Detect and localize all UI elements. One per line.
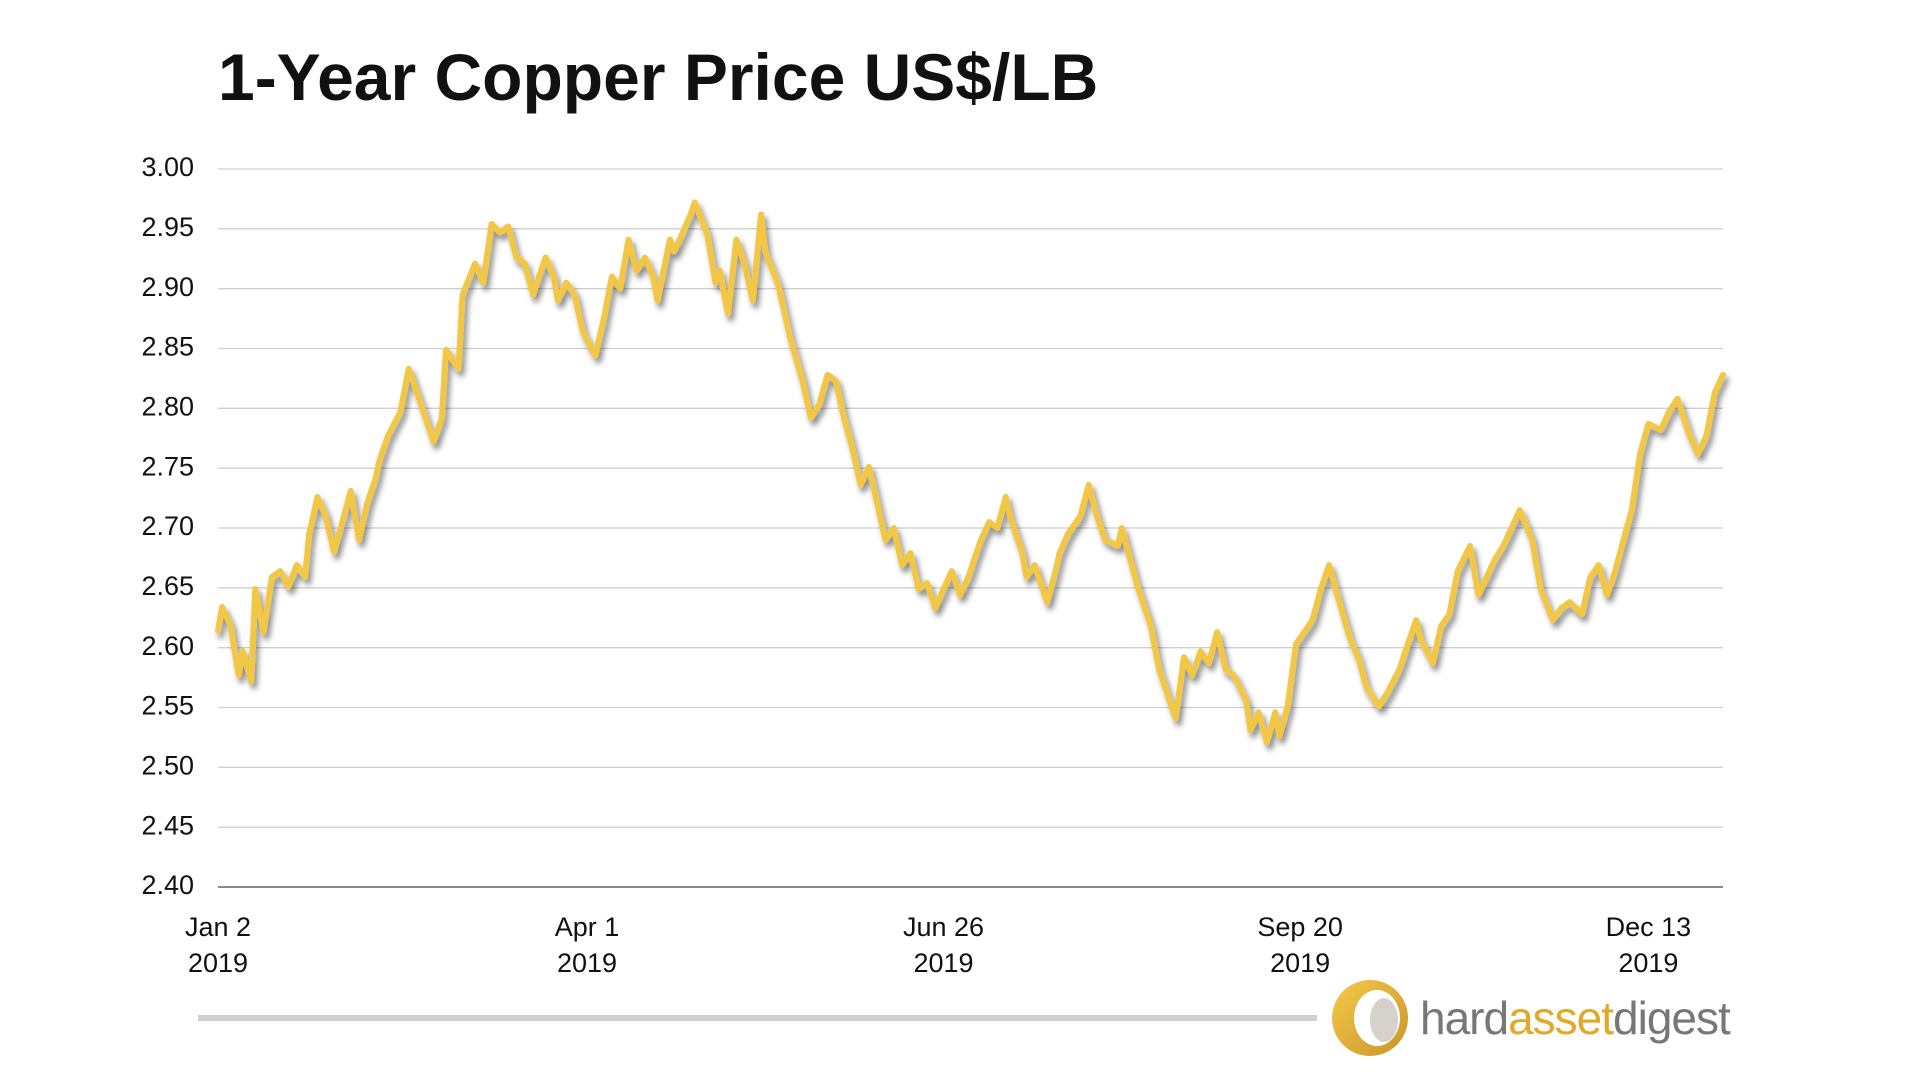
- y-tick-label: 2.90: [141, 272, 194, 302]
- x-tick-label: Jun 26: [903, 912, 984, 942]
- y-tick-label: 2.70: [141, 511, 194, 541]
- logo-shade: [1370, 998, 1398, 1042]
- x-tick-label: Apr 1: [555, 912, 620, 942]
- logo-text: hardassetdigest: [1420, 992, 1731, 1044]
- y-tick-label: 2.95: [141, 212, 194, 242]
- y-tick-label: 2.55: [141, 691, 194, 721]
- x-tick: Jun 26 2019: [903, 912, 984, 978]
- y-tick-label: 2.65: [141, 571, 194, 601]
- y-tick-label: 2.85: [141, 332, 194, 362]
- x-tick-label: 2019: [914, 948, 974, 978]
- logo-part: asset: [1508, 992, 1614, 1044]
- x-tick-label: 2019: [188, 948, 248, 978]
- x-tick-label: 2019: [1618, 948, 1678, 978]
- plot-area: [215, 199, 1726, 746]
- x-tick-label: 2019: [557, 948, 617, 978]
- logo-part: digest: [1613, 992, 1731, 1044]
- x-tick-label: Sep 20: [1257, 912, 1343, 942]
- y-tick-label: 3.00: [141, 152, 194, 182]
- x-tick-label: Dec 13: [1606, 912, 1692, 942]
- x-tick: Apr 1 2019: [555, 912, 620, 978]
- logo-hole: [1354, 990, 1400, 1046]
- logo-part: hard: [1420, 992, 1508, 1044]
- x-tick-label: 2019: [1270, 948, 1330, 978]
- x-tick: Jan 2 2019: [185, 912, 251, 978]
- y-tick-label: 2.50: [141, 750, 194, 780]
- y-tick-label: 2.75: [141, 451, 194, 481]
- chart-title: 1-Year Copper Price US$/LB: [218, 40, 1098, 114]
- x-tick-label: Jan 2: [185, 912, 251, 942]
- x-tick: Dec 13 2019: [1606, 912, 1692, 978]
- logo-mark: [1332, 980, 1408, 1056]
- y-tick-label: 2.60: [141, 631, 194, 661]
- price-line: [215, 199, 1726, 746]
- grid: 2.40 2.45 2.50 2.55 2.60 2.65 2.70 2.75 2.80 2.85…: [141, 152, 1723, 978]
- y-tick-label: 2.45: [141, 810, 194, 840]
- x-tick: Sep 20 2019: [1257, 912, 1343, 978]
- y-tick-label: 2.80: [141, 391, 194, 421]
- y-tick-label: 2.40: [141, 870, 194, 900]
